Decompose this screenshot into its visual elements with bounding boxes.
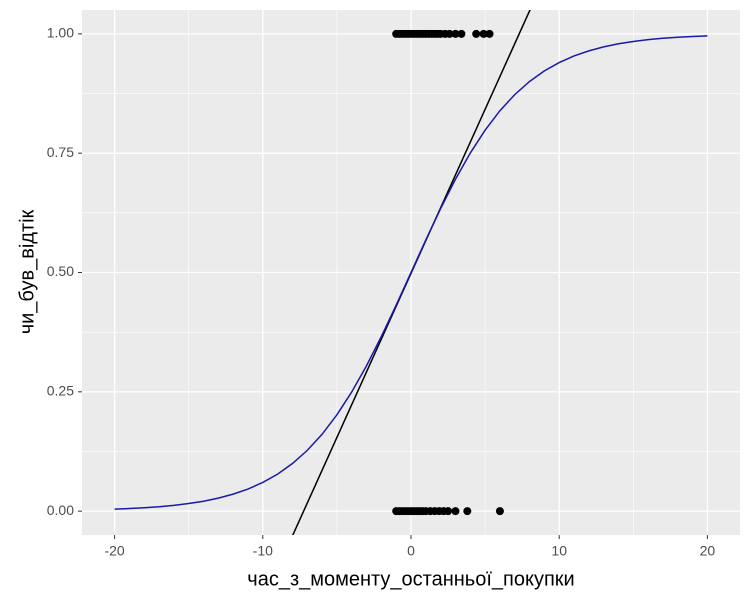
y-tick-label: 1.00 [47,25,74,41]
x-tick-label: 20 [700,543,716,559]
x-tick-label: 10 [551,543,567,559]
point [463,507,472,516]
point [451,507,460,516]
y-tick-label: 0.75 [47,144,74,160]
y-tick-label: 0.00 [47,502,74,518]
point [495,507,504,516]
point [457,29,466,38]
x-tick-label: -20 [104,543,124,559]
x-tick-label: 0 [407,543,415,559]
point [472,29,481,38]
y-axis-title: чи_був_відтік [16,209,38,334]
x-tick-label: -10 [253,543,273,559]
plot-marks [114,10,708,535]
point [479,29,488,38]
y-tick-label: 0.25 [47,383,74,399]
x-axis-title: час_з_моменту_останньої_покупки [247,568,574,590]
line [114,35,708,510]
y-tick-label: 0.50 [47,263,74,279]
point [445,29,454,38]
point [485,29,494,38]
point [444,507,453,516]
point [451,29,460,38]
